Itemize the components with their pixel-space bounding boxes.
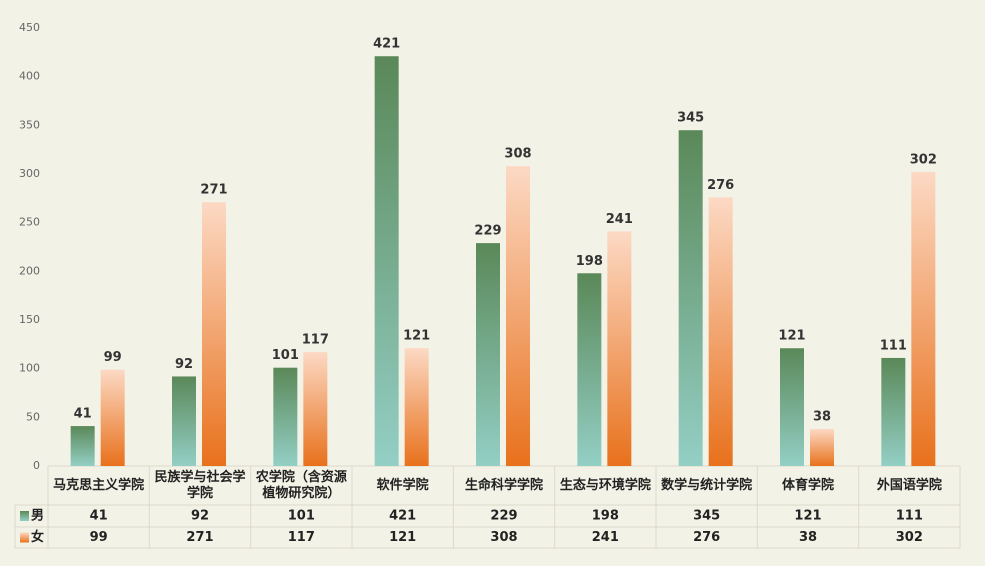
table-cell: 38 <box>799 530 817 545</box>
bar <box>911 172 936 466</box>
legend-swatch <box>20 532 29 543</box>
table-cell: 198 <box>592 509 619 524</box>
table-cell: 421 <box>389 509 416 524</box>
data-label: 117 <box>302 333 329 348</box>
data-label: 421 <box>373 37 400 52</box>
bar <box>607 231 632 466</box>
data-label: 38 <box>813 410 831 425</box>
table-cell: 92 <box>191 509 209 524</box>
bar <box>172 376 196 466</box>
bar <box>273 367 298 466</box>
bar <box>374 56 399 467</box>
data-label: 41 <box>74 407 92 422</box>
legend-label: 男 <box>31 509 44 524</box>
bar <box>404 348 429 466</box>
legend-label: 女 <box>31 529 44 545</box>
data-label: 308 <box>504 147 531 162</box>
table-cell: 241 <box>592 530 619 545</box>
x-tick-label: 马克思主义学院 <box>53 477 145 493</box>
x-tick-label: 软件学院 <box>376 477 429 493</box>
y-tick-label: 350 <box>19 118 40 131</box>
x-tick-label: 体育学院 <box>781 477 834 493</box>
bar <box>476 243 500 466</box>
table-cell: 229 <box>490 509 517 524</box>
table-cell: 302 <box>896 530 923 545</box>
data-label: 99 <box>104 350 122 365</box>
bar <box>780 348 804 466</box>
y-tick-label: 100 <box>19 362 40 375</box>
y-tick-label: 150 <box>19 313 40 326</box>
table-cell: 271 <box>186 530 213 545</box>
y-tick-label: 250 <box>19 216 40 229</box>
data-label: 271 <box>200 183 227 198</box>
data-label: 302 <box>910 153 937 168</box>
table-cell: 111 <box>896 509 923 524</box>
y-tick-label: 200 <box>19 264 40 277</box>
y-tick-label: 400 <box>19 70 40 83</box>
bar <box>303 352 328 466</box>
bar <box>100 369 125 466</box>
bar <box>577 273 602 466</box>
y-tick-label: 450 <box>19 21 40 34</box>
table-cell: 308 <box>490 530 517 545</box>
table-cell: 121 <box>794 509 821 524</box>
legend-swatch <box>20 511 29 521</box>
data-label: 198 <box>576 254 603 269</box>
y-tick-label: 300 <box>19 167 40 180</box>
bar <box>881 357 906 466</box>
x-tick-label: 生命科学学院 <box>464 477 543 493</box>
x-tick-label: 生态与环境学院 <box>559 477 651 493</box>
data-label: 229 <box>474 224 501 239</box>
bar <box>506 166 530 467</box>
bar <box>678 130 703 466</box>
data-label: 345 <box>677 111 704 126</box>
table-cell: 121 <box>389 530 416 545</box>
data-label: 92 <box>175 357 193 372</box>
table-cell: 41 <box>90 509 108 524</box>
data-label: 121 <box>403 329 430 344</box>
data-label: 111 <box>880 338 907 353</box>
x-tick-label: 农学院（含资源植物研究院） <box>255 469 347 501</box>
x-tick-label: 外国语学院 <box>876 477 942 493</box>
bar <box>202 202 226 466</box>
data-label: 101 <box>272 348 299 363</box>
bar <box>70 426 95 466</box>
table-cell: 101 <box>288 509 315 524</box>
data-label: 241 <box>606 212 633 227</box>
x-tick-label: 民族学与社会学学院 <box>154 469 246 501</box>
data-label: 276 <box>707 178 734 193</box>
y-tick-label: 50 <box>26 410 40 423</box>
bar <box>708 197 733 467</box>
x-tick-label: 数学与统计学院 <box>661 477 753 493</box>
table-cell: 276 <box>693 530 720 545</box>
table-cell: 345 <box>693 509 720 524</box>
table-cell: 117 <box>288 530 315 545</box>
data-label: 121 <box>778 329 805 344</box>
table-cell: 99 <box>90 530 108 545</box>
y-tick-label: 0 <box>33 459 40 472</box>
bar <box>810 429 834 466</box>
